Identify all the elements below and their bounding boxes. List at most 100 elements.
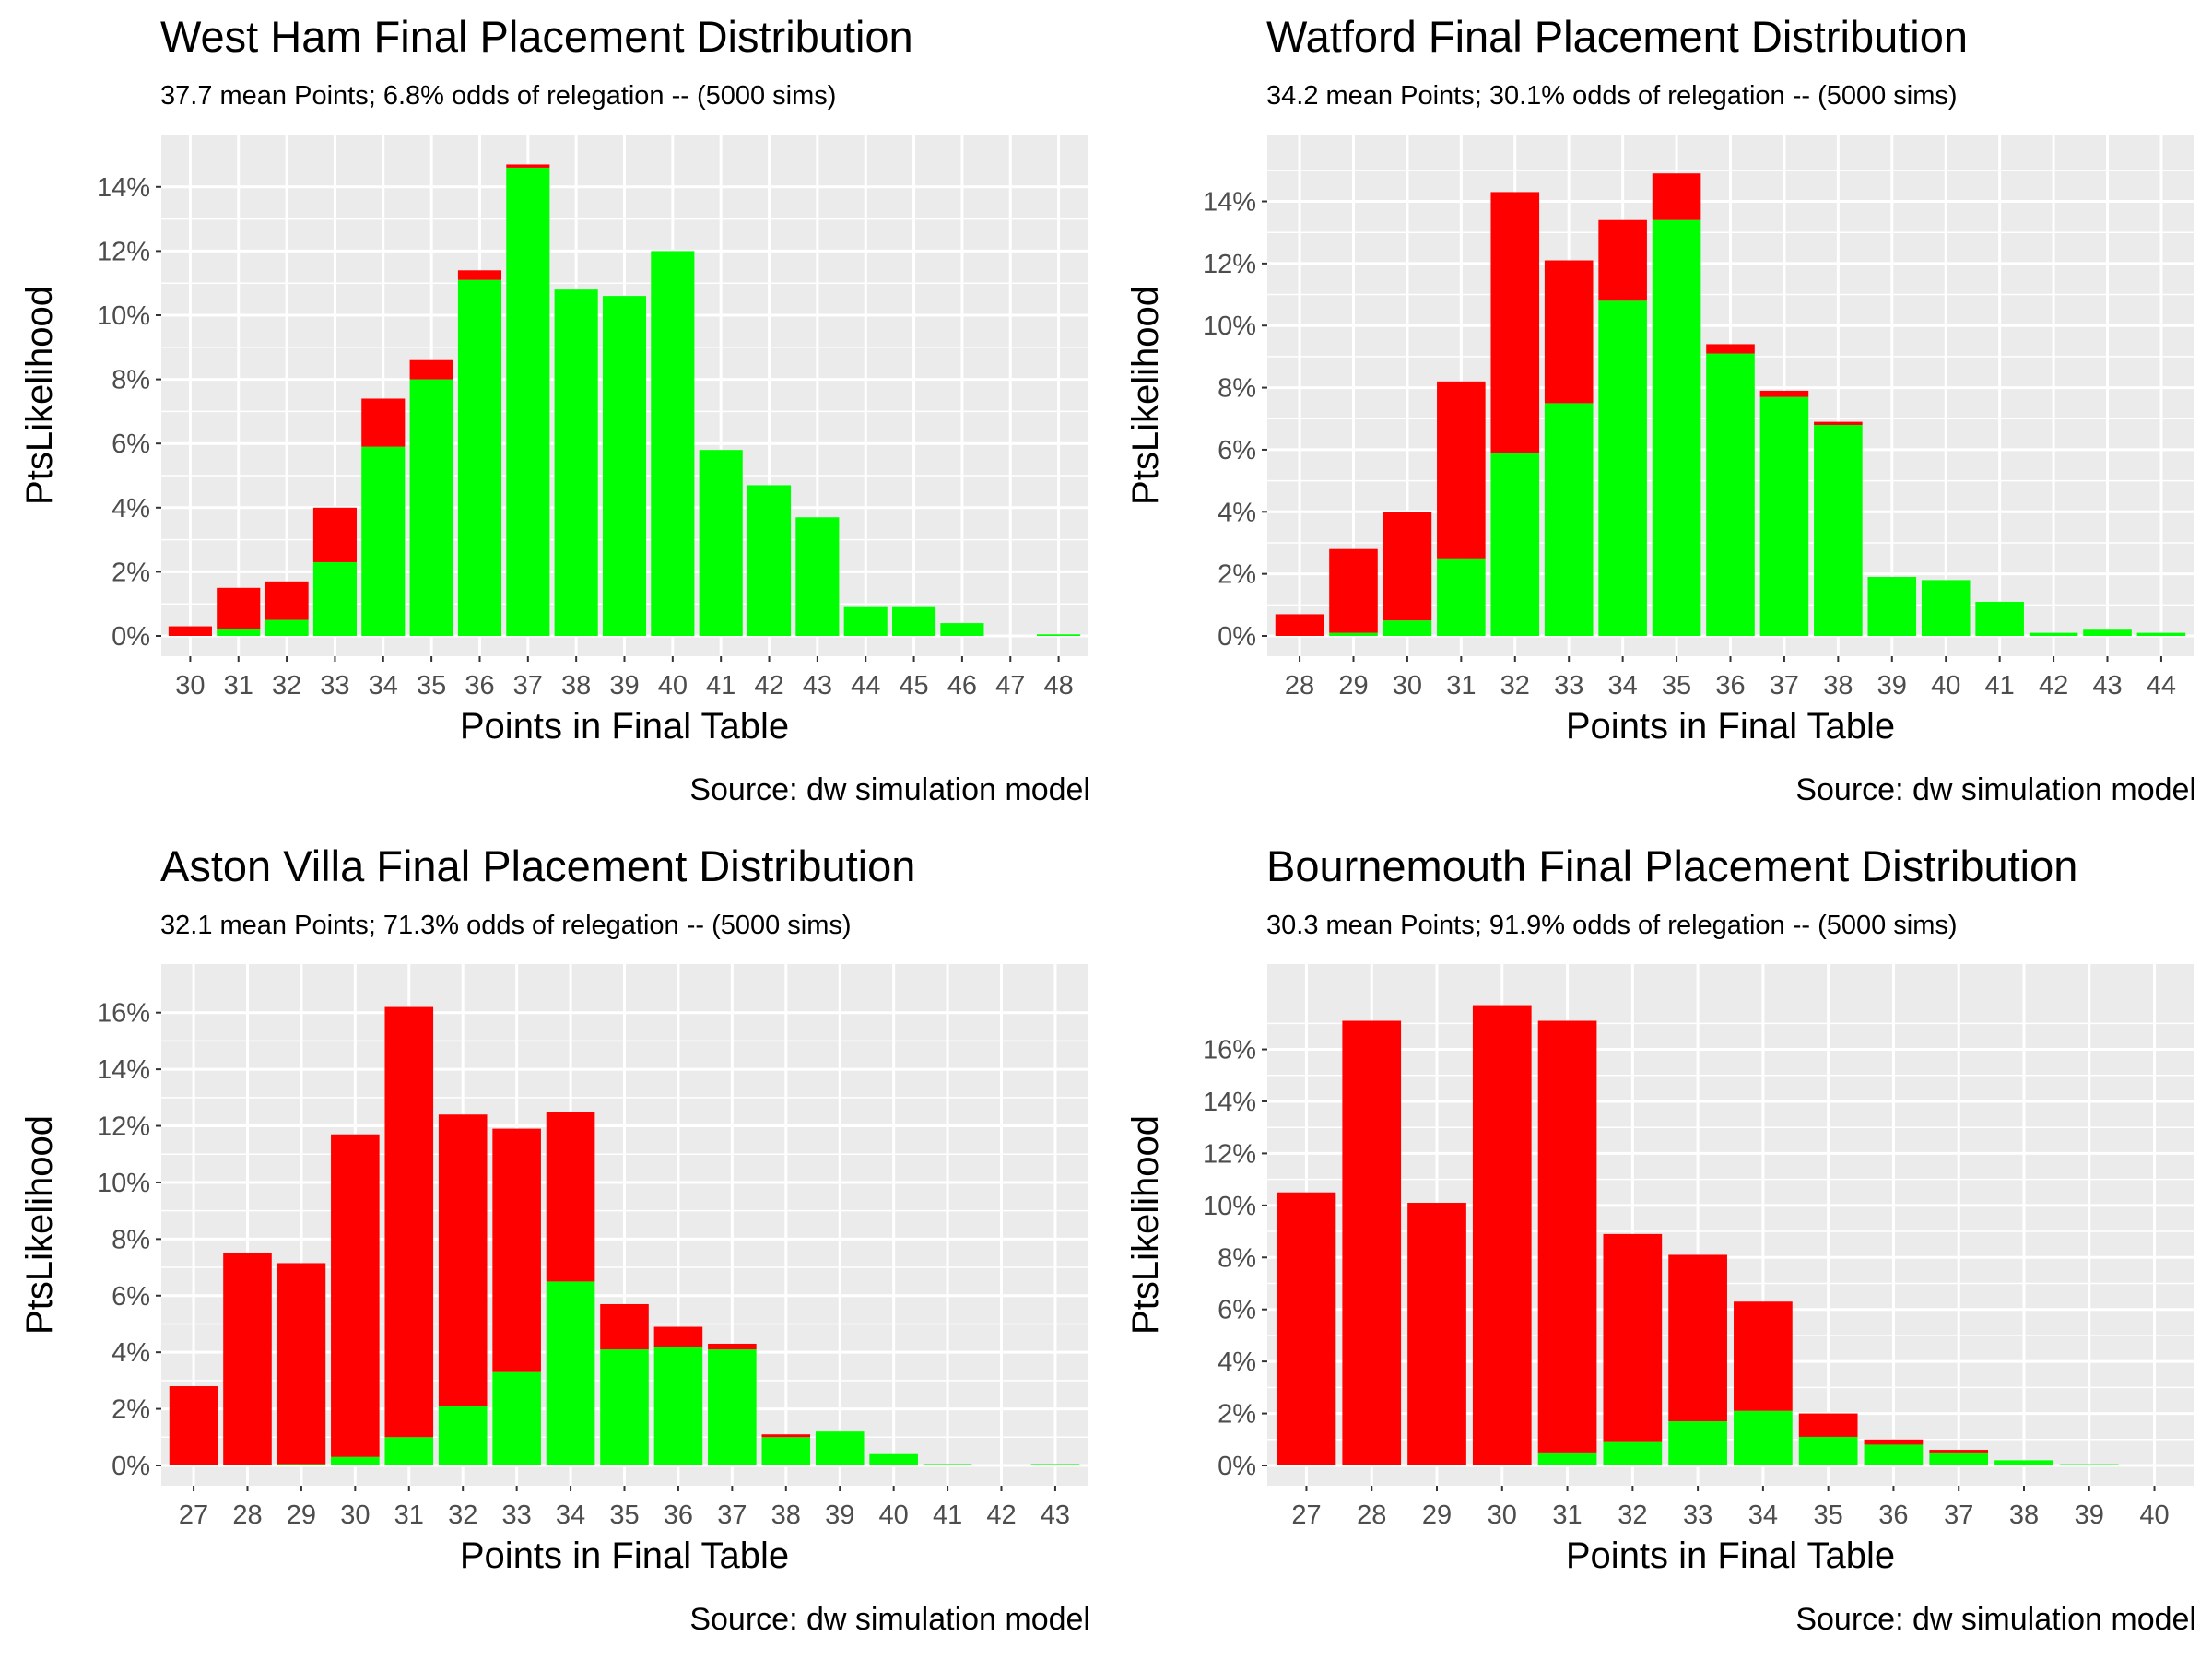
y-tick-label: 6% [1218,436,1256,465]
x-tick-label: 43 [2092,671,2122,700]
x-tick-label: 32 [448,1500,477,1530]
bar-segment [1975,601,2024,636]
bar-segment [223,1253,272,1465]
bar-segment [492,1371,541,1465]
bar-segment [923,1464,972,1465]
chart-caption: Source: dw simulation model [1795,772,2196,807]
x-tick-label: 47 [995,671,1025,700]
y-tick-label: 14% [1203,1088,1256,1117]
bar-segment [2136,632,2186,636]
bar-segment [892,606,936,636]
bar-segment [265,619,309,636]
x-tick-label: 36 [664,1500,693,1530]
chart-panel-bournemouth: Bournemouth Final Placement Distribution… [1106,830,2212,1659]
bar-segment [1814,421,1863,425]
bar-segment [1929,1452,1989,1465]
x-tick-label: 39 [609,671,639,700]
bar-segment [1929,1450,1989,1453]
bar-segment [265,581,309,620]
x-tick-label: 42 [986,1500,1016,1530]
bar-segment [1668,1254,1727,1422]
bar-segment [331,1456,380,1465]
x-tick-label: 38 [771,1500,801,1530]
chart-panel-watford: Watford Final Placement Distribution 34.… [1106,0,2212,830]
bar-segment [602,296,647,636]
x-tick-label: 32 [1618,1500,1647,1530]
bar-segment [600,1303,649,1350]
x-tick-label: 48 [1043,671,1073,700]
bar-segment [384,1437,434,1465]
bar-segment [546,1112,595,1282]
bar-segment [438,1114,488,1406]
bar-segment [1437,381,1486,559]
x-tick-label: 31 [394,1500,424,1530]
x-tick-label: 33 [1683,1500,1712,1530]
bar-segment [554,289,598,636]
bar-segment [653,1347,703,1465]
x-tick-label: 41 [933,1500,962,1530]
bar-segment [492,1128,541,1372]
bar-segment [546,1281,595,1465]
chart-plot: 0% 2% 4% 6% 8% 10% 12% 14% 28 29 30 31 32 33 34 35 36 37 3… [1125,135,2194,747]
chart-panel-aston-villa: Aston Villa Final Placement Distribution… [0,830,1106,1659]
x-tick-label: 44 [2147,671,2176,700]
x-tick-label: 36 [1715,671,1745,700]
bar-segment [506,164,550,168]
x-tick-label: 33 [320,671,349,700]
bar-segment [940,623,984,636]
x-tick-label: 42 [2039,671,2068,700]
bar-segment [1652,173,1701,220]
y-tick-label: 4% [112,1338,150,1368]
bar-segment [1342,1020,1402,1465]
x-tick-label: 30 [340,1500,370,1530]
x-tick-label: 35 [609,1500,639,1530]
bar-segment [384,1006,434,1438]
y-tick-label: 10% [1203,312,1256,341]
bar-segment [1706,344,1755,354]
y-tick-label: 14% [1203,188,1256,218]
bar-segment [217,587,261,630]
bar-segment [457,279,502,636]
bar-segment [331,1134,380,1457]
x-tick-label: 36 [465,671,494,700]
y-tick-label: 4% [112,494,150,524]
bar-segment [1603,1441,1663,1465]
bar-segment [312,561,357,636]
bar-segment [1030,1464,1080,1465]
y-tick-label: 12% [1203,250,1256,279]
bar-segment [276,1464,326,1465]
bar-segment [1329,632,1378,636]
x-tick-label: 35 [1662,671,1691,700]
x-tick-label: 36 [1878,1500,1908,1530]
bar-segment [1407,1203,1466,1465]
bar-segment [1277,1192,1336,1465]
y-tick-label: 10% [1203,1192,1256,1221]
chart-plot: 0% 2% 4% 6% 8% 10% 12% 14% 16% 27 28 29 30 31 32 33 34 35… [19,964,1088,1576]
bar-segment [815,1431,865,1465]
x-tick-label: 31 [224,671,253,700]
y-tick-label: 10% [97,1169,150,1198]
y-tick-label: 8% [1218,1243,1256,1273]
bar-segment [1490,192,1540,453]
x-tick-label: 43 [1041,1500,1070,1530]
x-tick-label: 39 [2075,1500,2104,1530]
x-tick-label: 37 [513,671,543,700]
bar-segment [457,270,502,280]
chart-caption: Source: dw simulation model [689,772,1090,807]
bar-segment [1734,1301,1793,1411]
bar-segment [1864,1444,1924,1465]
y-tick-label: 16% [1203,1036,1256,1065]
y-tick-label: 6% [112,1282,150,1312]
plot-panel [1267,964,2194,1486]
x-tick-label: 44 [851,671,880,700]
y-tick-label: 4% [1218,498,1256,527]
x-tick-label: 39 [825,1500,854,1530]
bar-segment [1864,1439,1924,1445]
x-tick-label: 40 [1931,671,1960,700]
x-tick-label: 39 [1877,671,1907,700]
x-tick-label: 27 [179,1500,208,1530]
bar-segment [1598,219,1647,301]
x-tick-label: 30 [175,671,205,700]
chart-caption: Source: dw simulation model [689,1602,1090,1637]
